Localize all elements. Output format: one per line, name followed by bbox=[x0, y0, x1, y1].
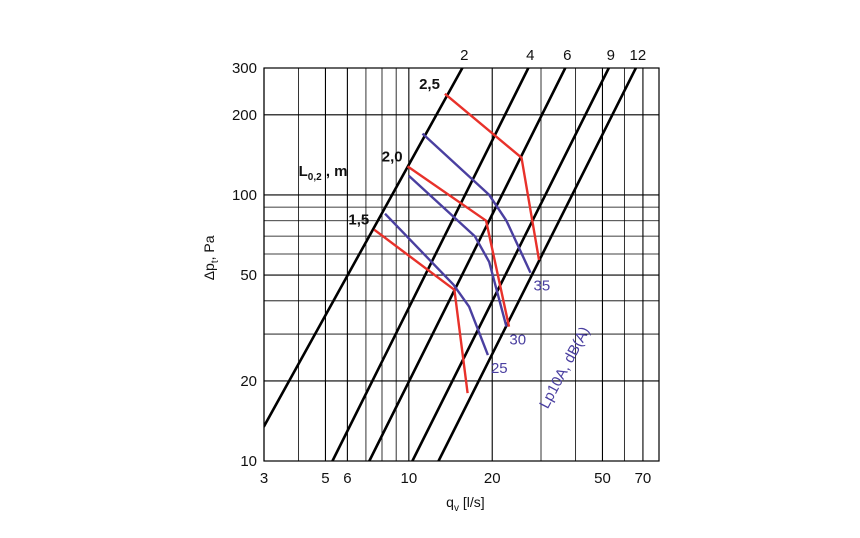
x-axis-title: qv [l/s] bbox=[446, 494, 484, 514]
grid bbox=[263, 67, 660, 462]
size-line-label: 4 bbox=[526, 47, 534, 64]
size-line-label: 2 bbox=[460, 47, 468, 64]
x-tick-label: 6 bbox=[343, 470, 351, 487]
noise-curve bbox=[384, 212, 490, 356]
length-curve bbox=[406, 165, 511, 327]
size-line bbox=[368, 68, 567, 461]
size-lines bbox=[264, 68, 638, 461]
noise-legend-label: Lp10A, dB(A) bbox=[536, 324, 593, 412]
y-tick-label: 20 bbox=[240, 373, 257, 390]
size-line-label: 12 bbox=[630, 47, 647, 64]
length-curve bbox=[373, 228, 469, 394]
noise-curve-label: 25 bbox=[491, 360, 508, 377]
size-line-label: 6 bbox=[563, 47, 571, 64]
y-tick-label: 10 bbox=[240, 453, 257, 470]
y-tick-label: 50 bbox=[240, 267, 257, 284]
size-line bbox=[411, 68, 611, 461]
noise-curve bbox=[407, 174, 508, 327]
size-line bbox=[437, 68, 638, 461]
length-curve-label: 2,0 bbox=[382, 148, 403, 165]
x-tick-label: 10 bbox=[400, 470, 417, 487]
x-tick-label: 5 bbox=[321, 470, 329, 487]
noise-curve bbox=[421, 132, 532, 274]
length-legend-label: L0,2 , m bbox=[299, 163, 348, 183]
length-curves bbox=[373, 92, 541, 394]
size-line-label: 9 bbox=[607, 47, 615, 64]
x-tick-label: 70 bbox=[635, 470, 652, 487]
size-line bbox=[264, 68, 464, 428]
y-axis-title: Δpt, Pa bbox=[201, 235, 221, 280]
y-tick-label: 100 bbox=[232, 187, 257, 204]
noise-curve-label: 35 bbox=[534, 278, 551, 295]
y-tick-label: 300 bbox=[232, 60, 257, 77]
x-tick-label: 3 bbox=[260, 470, 268, 487]
x-tick-label: 20 bbox=[484, 470, 501, 487]
noise-curves bbox=[384, 132, 532, 356]
length-curve bbox=[444, 92, 541, 261]
size-line bbox=[331, 68, 530, 461]
x-tick-label: 50 bbox=[594, 470, 611, 487]
plot-frame bbox=[263, 67, 660, 462]
length-curve-label: 1,5 bbox=[348, 212, 369, 229]
noise-curve-label: 30 bbox=[509, 332, 526, 349]
length-curve-label: 2,5 bbox=[419, 76, 440, 93]
y-tick-label: 200 bbox=[232, 107, 257, 124]
